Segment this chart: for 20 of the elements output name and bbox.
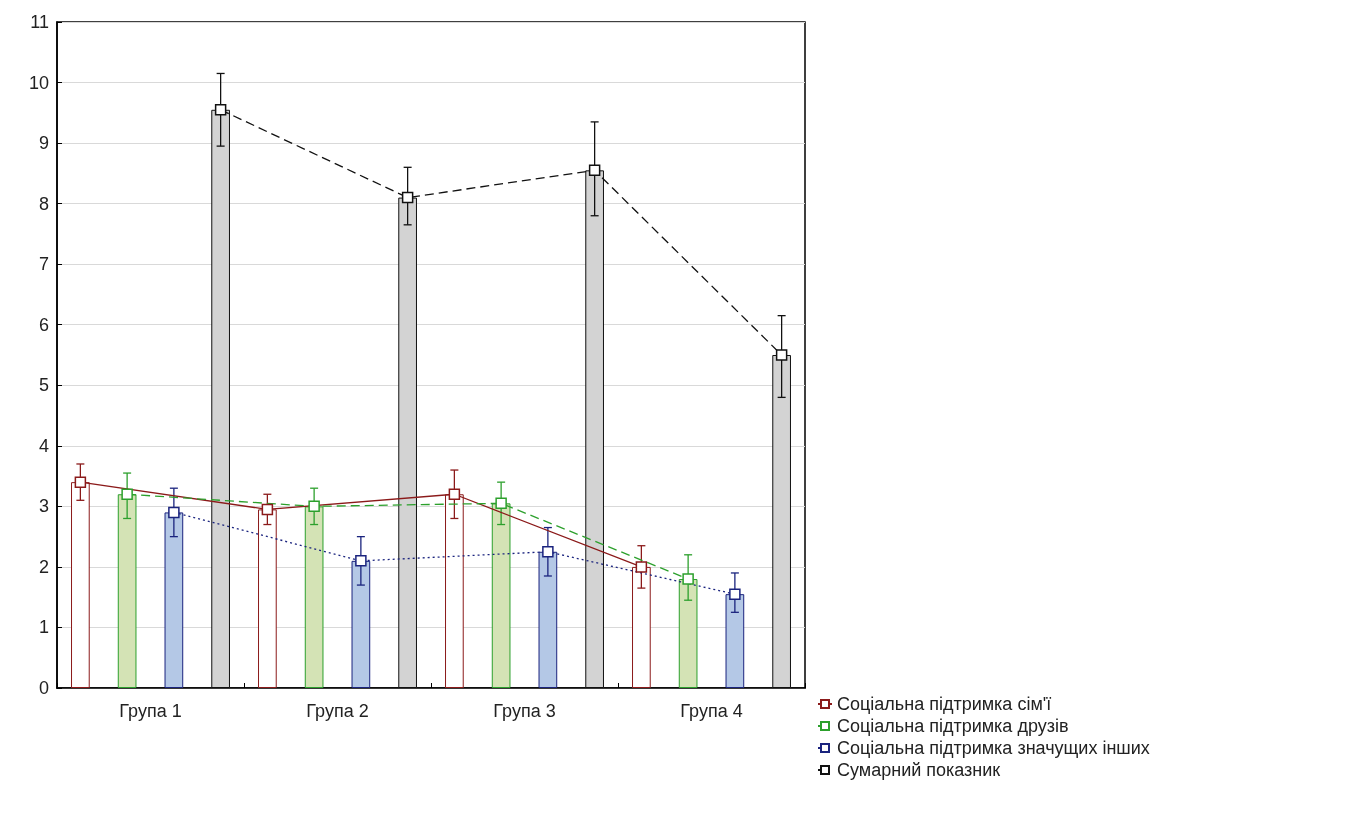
y-tick-label: 5 bbox=[38, 375, 49, 396]
y-tick-label: 3 bbox=[38, 496, 49, 517]
y-tick-label: 6 bbox=[38, 314, 49, 335]
y-tick-label: 0 bbox=[38, 678, 49, 698]
y-tick-label: 4 bbox=[38, 435, 49, 456]
y-tick-label: 2 bbox=[38, 556, 49, 577]
y-tick-label: 1 bbox=[38, 617, 49, 638]
legend-label: Соціальна підтримка друзів bbox=[837, 716, 1069, 736]
legend-label: Сумарний показник bbox=[837, 760, 1001, 780]
x-tick-label: Група 1 bbox=[119, 701, 182, 721]
x-tick-label: Група 4 bbox=[680, 701, 743, 721]
y-tick-label: 9 bbox=[38, 133, 49, 154]
x-tick-label: Група 3 bbox=[493, 701, 556, 721]
legend-label: Соціальна підтримка сім'ї bbox=[837, 694, 1052, 714]
x-tick-label: Група 2 bbox=[306, 701, 369, 721]
y-tick-label: 7 bbox=[38, 254, 49, 275]
legend-label: Соціальна підтримка значущих інших bbox=[837, 738, 1150, 758]
y-tick-label: 10 bbox=[28, 72, 49, 93]
y-tick-label: 8 bbox=[38, 193, 49, 214]
y-tick-label: 11 bbox=[30, 12, 49, 32]
